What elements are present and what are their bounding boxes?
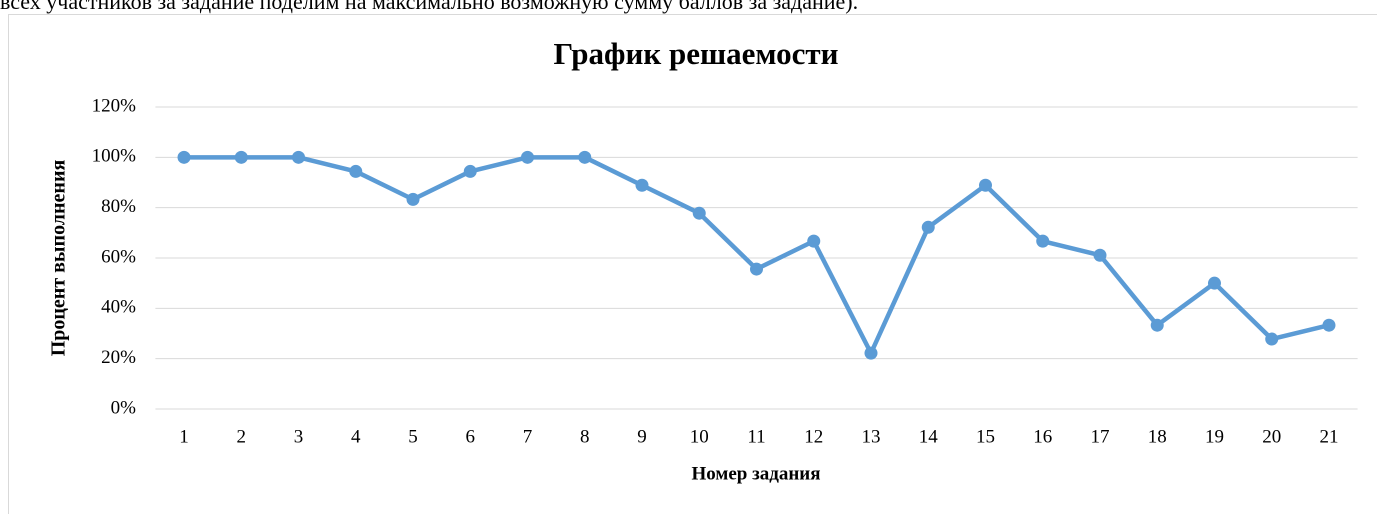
y-tick-label: 60% (101, 246, 136, 267)
point (921, 220, 935, 234)
point (234, 150, 248, 164)
x-tick-label: 5 (408, 426, 418, 447)
x-tick-label: 3 (294, 426, 304, 447)
point (406, 192, 420, 206)
point (1322, 318, 1336, 332)
point (1093, 248, 1107, 262)
y-tick-label: 40% (101, 297, 136, 318)
point (750, 262, 763, 276)
point (635, 178, 649, 192)
x-tick-label: 20 (1262, 426, 1281, 447)
point (1207, 276, 1221, 290)
x-axis-label: Номер задания (691, 463, 820, 484)
point (1265, 332, 1279, 346)
x-tick-label: 12 (804, 426, 823, 447)
point (807, 234, 821, 248)
y-tick-label: 0% (111, 397, 137, 418)
y-tick-label: 80% (101, 196, 136, 217)
x-tick-label: 21 (1319, 426, 1338, 447)
point (692, 206, 706, 220)
point (463, 164, 477, 178)
chart-title: График решаемости (554, 36, 839, 71)
point (864, 346, 878, 360)
x-tick-label: 6 (466, 426, 476, 447)
y-tick-label: 120% (92, 95, 137, 116)
x-tick-label: 11 (747, 426, 765, 447)
x-tick-label: 7 (523, 426, 533, 447)
x-tick-label: 15 (976, 426, 995, 447)
point (177, 150, 191, 164)
point (978, 178, 992, 192)
x-tick-label: 19 (1205, 426, 1224, 447)
x-tick-label: 8 (580, 426, 590, 447)
x-tick-label: 2 (237, 426, 247, 447)
point (1036, 234, 1050, 248)
x-tick-label: 10 (690, 426, 709, 447)
point (292, 150, 306, 164)
point (1150, 318, 1164, 332)
chart-border (8, 14, 1377, 514)
x-tick-label: 14 (919, 426, 939, 447)
y-tick-label: 20% (101, 347, 136, 368)
point (521, 150, 535, 164)
point (349, 164, 363, 178)
x-tick-label: 17 (1090, 426, 1109, 447)
document-text: всех участников за задание поделим на ма… (0, 0, 858, 14)
x-tick-label: 13 (861, 426, 880, 447)
point (578, 150, 592, 164)
x-tick-label: 1 (179, 426, 189, 447)
x-tick-label: 9 (637, 426, 647, 447)
x-tick-label: 18 (1148, 426, 1167, 447)
x-tick-label: 4 (351, 426, 361, 447)
y-tick-label: 100% (92, 146, 137, 167)
x-tick-label: 16 (1033, 426, 1052, 447)
y-axis-label: Процент выполнения (48, 160, 70, 357)
